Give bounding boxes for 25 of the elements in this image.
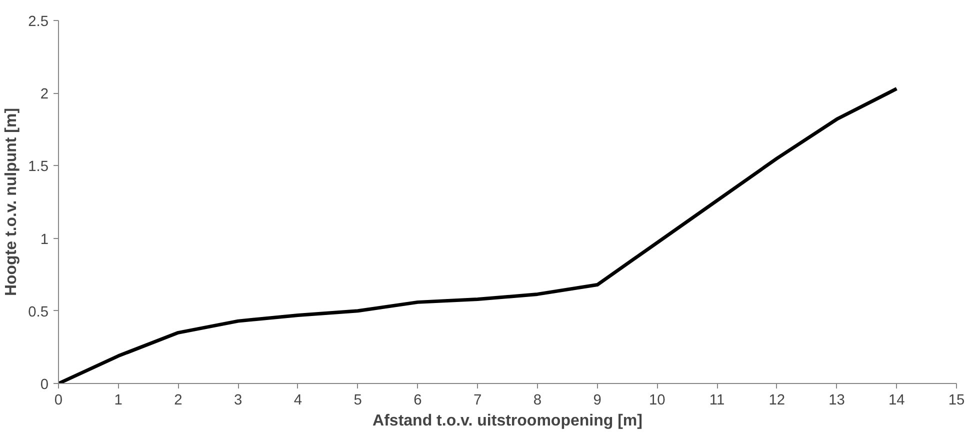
x-tick-label: 5 bbox=[354, 392, 362, 408]
x-tick-label: 7 bbox=[473, 392, 482, 408]
y-tick-label: 2.5 bbox=[28, 14, 48, 30]
x-tick-label: 12 bbox=[768, 392, 786, 408]
x-tick-label: 11 bbox=[709, 392, 725, 408]
y-tick-label: 2 bbox=[40, 86, 49, 103]
y-tick-label: 0 bbox=[40, 377, 49, 393]
x-tick-label: 2 bbox=[174, 392, 182, 408]
y-tick-label: 1.5 bbox=[28, 159, 48, 176]
x-tick-label: 14 bbox=[888, 392, 905, 408]
x-tick-label: 13 bbox=[828, 392, 845, 408]
x-tick-label: 0 bbox=[54, 392, 63, 408]
y-tick-label: 1 bbox=[40, 232, 49, 248]
y-axis-title: Hoogte t.o.v. nulpunt [m] bbox=[3, 108, 20, 296]
x-tick-label: 3 bbox=[234, 392, 242, 408]
x-tick-label: 10 bbox=[649, 392, 666, 408]
x-axis-title: Afstand t.o.v. uitstroomopening [m] bbox=[372, 412, 642, 430]
x-tick-label: 4 bbox=[294, 392, 302, 408]
y-tick-label: 0.5 bbox=[28, 304, 48, 320]
x-tick-label: 8 bbox=[533, 392, 542, 408]
line-series bbox=[58, 86, 898, 384]
x-tick-label: 6 bbox=[414, 392, 422, 408]
x-tick-label: 15 bbox=[948, 392, 965, 408]
x-tick-label: 1 bbox=[114, 392, 122, 408]
x-tick-label: 9 bbox=[593, 392, 602, 408]
